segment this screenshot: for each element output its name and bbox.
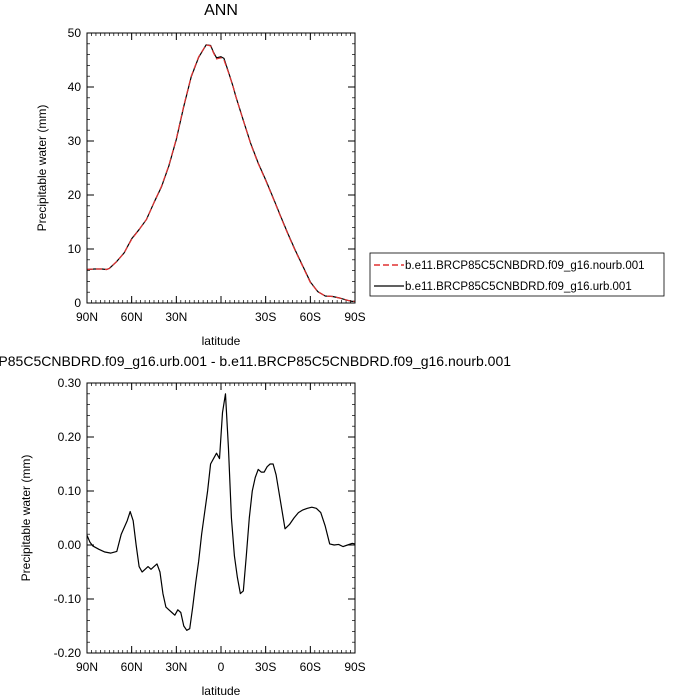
y-tick-label: 0.10 [58, 484, 82, 498]
legend-label-nourb: b.e11.BRCP85C5CNBDRD.f09_g16.nourb.001 [405, 260, 645, 272]
y-tick-label: 0.20 [58, 430, 82, 444]
y-tick-label: 0.00 [58, 538, 82, 552]
y-tick-label: -0.20 [54, 646, 82, 660]
y-tick-label: 30 [68, 134, 82, 148]
chart-title: ANN [204, 2, 238, 19]
plot-frame [86, 32, 356, 304]
x-axis-label: latitude [202, 684, 241, 698]
x-tick-label: 30N [165, 660, 187, 674]
y-axis-label: Precipitable water (mm) [35, 105, 49, 232]
x-tick-label: 30S [255, 660, 276, 674]
y-axis-label: Precipitable water (mm) [19, 455, 33, 582]
series-line-0 [86, 393, 356, 631]
y-tick-label: 40 [68, 80, 82, 94]
x-axis-label: latitude [202, 334, 241, 348]
chart-title: b.e11.BRCP85C5CNBDRD.f09_g16.urb.001 - b… [0, 353, 511, 369]
x-tick-label: 90N [76, 660, 98, 674]
x-tick-label: 60S [300, 660, 321, 674]
x-tick-label: 90S [344, 310, 365, 324]
x-tick-label: 60N [121, 660, 143, 674]
plot-frame [86, 382, 356, 654]
y-tick-label: 50 [68, 26, 82, 40]
chart-annual-mean: ANN 90N 60N 30N 30S 60S 90S 0 10 20 30 40 50 latitu… [35, 2, 366, 348]
x-tick-label: 30S [255, 310, 276, 324]
y-tick-label: 0.30 [58, 376, 82, 390]
x-tick-label: 60N [121, 310, 143, 324]
series-line-0 [86, 44, 355, 302]
chart-difference: b.e11.BRCP85C5CNBDRD.f09_g16.urb.001 - b… [0, 353, 511, 698]
series-line-1 [86, 44, 355, 302]
y-tick-label: 0 [74, 296, 81, 310]
x-tick-label: 90S [344, 660, 365, 674]
legend-label-urb: b.e11.BRCP85C5CNBDRD.f09_g16.urb.001 [405, 281, 632, 293]
legend-box [369, 252, 665, 297]
y-tick-label: -0.10 [54, 592, 82, 606]
x-tick-label: 60S [300, 310, 321, 324]
y-tick-label: 20 [68, 188, 82, 202]
x-tick-label: 0 [218, 660, 225, 674]
x-tick-label: 30N [165, 310, 187, 324]
y-tick-label: 10 [68, 242, 82, 256]
x-tick-label: 90N [76, 310, 98, 324]
legend: b.e11.BRCP85C5CNBDRD.f09_g16.nourb.001 b… [369, 252, 665, 297]
